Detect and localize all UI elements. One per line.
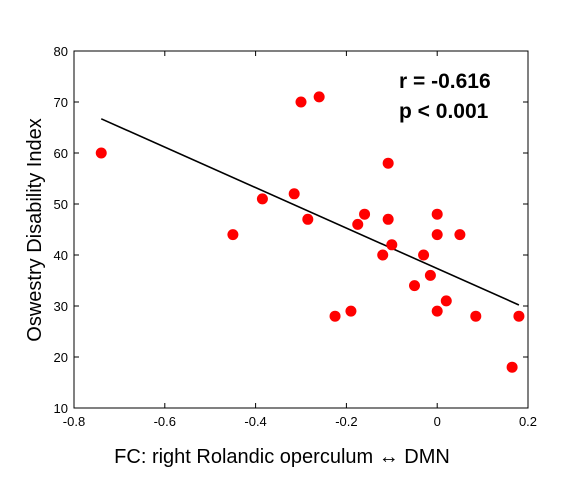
data-point: [431, 208, 443, 220]
x-tick-label: -0.8: [63, 414, 85, 429]
y-tick-label: 40: [54, 248, 68, 263]
x-tick-label: -0.2: [335, 414, 357, 429]
x-tick-label: -0.6: [154, 414, 176, 429]
data-point: [382, 213, 394, 225]
data-point: [329, 310, 341, 322]
data-point: [382, 157, 394, 169]
y-tick-label: 80: [54, 44, 68, 59]
correlation-r-label: r = -0.616: [399, 70, 491, 93]
y-tick-label: 20: [54, 350, 68, 365]
data-point: [454, 229, 466, 241]
y-tick-label: 70: [54, 95, 68, 110]
regression-line: [100, 118, 520, 306]
data-point: [513, 310, 525, 322]
plot-frame: [73, 50, 529, 409]
data-point: [302, 213, 314, 225]
data-point: [288, 188, 300, 200]
data-point: [440, 295, 452, 307]
data-point: [227, 229, 239, 241]
data-point: [352, 218, 364, 230]
data-point: [431, 229, 443, 241]
data-point: [409, 280, 420, 292]
y-tick-label: 10: [54, 401, 68, 416]
y-axis-title: Oswestry Disability Index: [24, 118, 46, 341]
data-point: [431, 305, 443, 317]
data-point: [424, 269, 436, 281]
data-point: [313, 91, 325, 103]
y-tick-label: 60: [54, 146, 68, 161]
x-tick-label: 0.2: [519, 414, 537, 429]
y-tick-label: 30: [54, 299, 68, 314]
data-point: [295, 96, 307, 108]
data-point: [256, 193, 268, 205]
x-tick-label: -0.4: [244, 414, 266, 429]
data-point: [506, 361, 518, 373]
x-tick-label: 0: [434, 414, 441, 429]
x-axis-title: FC: right Rolandic operculum ↔ DMN: [114, 446, 450, 468]
data-point: [470, 310, 482, 322]
data-point: [386, 239, 398, 251]
data-point: [345, 305, 357, 317]
data-point: [377, 249, 389, 261]
data-point: [418, 249, 430, 261]
data-point: [359, 208, 371, 220]
data-point: [95, 147, 107, 159]
y-tick-label: 50: [54, 197, 68, 212]
correlation-p-label: p < 0.001: [399, 100, 489, 123]
